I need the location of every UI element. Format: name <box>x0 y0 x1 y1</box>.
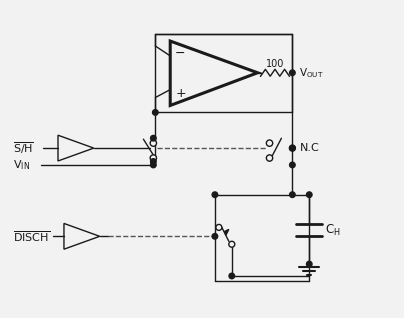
Text: $\overline{\rm DISCH}$: $\overline{\rm DISCH}$ <box>13 229 50 244</box>
Circle shape <box>229 273 235 279</box>
Circle shape <box>150 155 156 161</box>
Text: +: + <box>175 87 186 100</box>
Polygon shape <box>225 229 229 235</box>
Circle shape <box>290 192 295 197</box>
Circle shape <box>212 192 218 197</box>
Circle shape <box>212 233 218 239</box>
Text: −: − <box>175 46 186 59</box>
Circle shape <box>266 155 273 161</box>
Circle shape <box>307 261 312 267</box>
Circle shape <box>289 145 295 151</box>
Circle shape <box>290 145 295 151</box>
Circle shape <box>153 110 158 115</box>
Circle shape <box>151 159 156 164</box>
Text: $\overline{\rm S/H}$: $\overline{\rm S/H}$ <box>13 140 34 156</box>
Text: V$_{\sf OUT}$: V$_{\sf OUT}$ <box>299 66 324 80</box>
Circle shape <box>307 192 312 197</box>
Circle shape <box>151 135 156 141</box>
Circle shape <box>229 241 235 247</box>
Circle shape <box>151 162 156 168</box>
Text: V$_{\sf IN}$: V$_{\sf IN}$ <box>13 158 30 172</box>
Circle shape <box>216 225 222 230</box>
Text: 100: 100 <box>266 59 284 69</box>
Text: C$_{\sf H}$: C$_{\sf H}$ <box>325 223 341 238</box>
Text: N.C: N.C <box>300 143 320 153</box>
Circle shape <box>290 162 295 168</box>
Circle shape <box>290 70 295 76</box>
Circle shape <box>266 140 273 146</box>
Circle shape <box>150 140 156 146</box>
